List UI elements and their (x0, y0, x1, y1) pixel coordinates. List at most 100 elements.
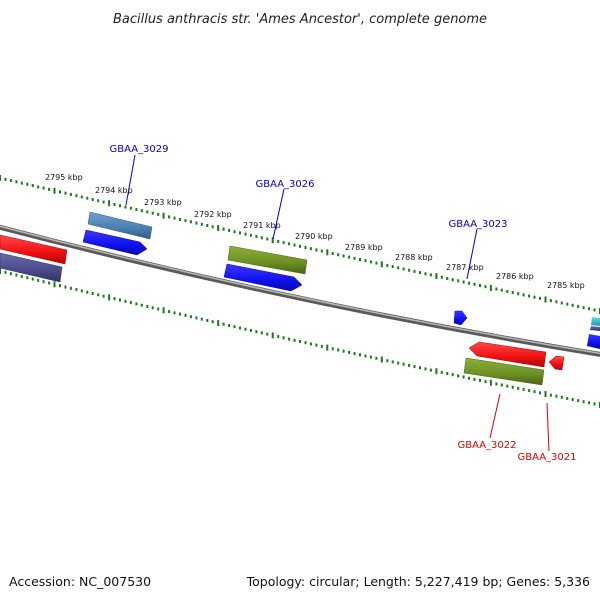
minor-tick (413, 269, 416, 273)
minor-tick (588, 401, 591, 405)
kbp-label: 2786 kbp (496, 272, 534, 281)
minor-tick (97, 293, 100, 297)
minor-tick (566, 396, 569, 400)
minor-tick (277, 335, 280, 339)
minor-tick (506, 384, 509, 388)
major-tick (162, 212, 165, 219)
minor-tick (440, 370, 443, 374)
minor-tick (69, 286, 72, 290)
gene-feature[interactable] (87, 211, 153, 240)
minor-tick (86, 290, 89, 294)
gene-feature[interactable] (82, 229, 148, 256)
genome-title: Bacillus anthracis str. 'Ames Ancestor',… (113, 12, 487, 27)
minor-tick (266, 237, 269, 241)
minor-tick (59, 190, 61, 194)
minor-tick (282, 336, 285, 340)
minor-tick (288, 242, 291, 246)
major-tick (108, 294, 111, 301)
minor-tick (179, 312, 181, 316)
minor-tick (342, 254, 345, 258)
minor-tick (135, 208, 138, 211)
minor-tick (277, 239, 280, 243)
minor-tick (26, 276, 29, 280)
kbp-label: 2785 kbp (547, 281, 585, 290)
minor-tick (146, 210, 149, 214)
minor-tick (37, 185, 40, 189)
minor-tick (500, 288, 503, 292)
minor-tick (233, 230, 236, 234)
major-tick (489, 379, 492, 386)
minor-tick (304, 246, 307, 249)
major-tick (544, 391, 547, 397)
minor-tick (506, 289, 509, 293)
minor-tick (15, 273, 18, 277)
minor-tick (9, 272, 12, 276)
minor-tick (375, 356, 378, 360)
minor-tick (331, 347, 334, 351)
major-tick (53, 187, 56, 194)
minor-tick (260, 236, 263, 240)
minor-tick (266, 332, 269, 336)
minor-tick (195, 316, 198, 320)
gene-feature[interactable] (453, 310, 468, 326)
minor-tick (64, 285, 67, 289)
minor-tick (533, 295, 536, 299)
gene-feature[interactable] (0, 234, 68, 265)
kbp-label: 2793 kbp (144, 198, 182, 207)
minor-tick (293, 243, 296, 247)
minor-tick (15, 180, 18, 184)
major-tick (544, 296, 547, 303)
gene-label-gbaa-3029[interactable]: GBAA_3029 (109, 144, 168, 155)
gene-label-gbaa-3026[interactable]: GBAA_3026 (255, 179, 314, 190)
gene-label-gbaa-3021[interactable]: GBAA_3021 (517, 452, 576, 463)
minor-tick (424, 367, 427, 371)
minor-tick (48, 281, 51, 285)
gene-label-gbaa-3023[interactable]: GBAA_3023 (448, 219, 507, 230)
minor-tick (200, 222, 203, 226)
gene-feature[interactable] (223, 263, 303, 292)
minor-tick (151, 211, 154, 215)
minor-tick (495, 382, 498, 386)
minor-tick (337, 348, 340, 352)
minor-tick (64, 191, 67, 195)
major-tick (380, 356, 383, 363)
minor-tick (473, 282, 476, 286)
minor-tick (571, 398, 574, 401)
minor-tick (97, 199, 100, 203)
minor-tick (375, 261, 378, 265)
gene-label-gbaa-3022[interactable]: GBAA_3022 (457, 440, 516, 451)
minor-tick (69, 192, 72, 196)
minor-tick (113, 297, 116, 301)
minor-tick (299, 340, 301, 343)
minor-tick (468, 281, 471, 285)
gene-feature[interactable] (0, 252, 63, 283)
minor-tick (239, 326, 241, 330)
minor-tick (102, 200, 105, 204)
minor-tick (173, 216, 176, 220)
minor-tick (4, 270, 7, 274)
minor-tick (484, 380, 487, 384)
gene-feature[interactable] (463, 357, 545, 386)
minor-tick (168, 215, 171, 219)
gene-feature[interactable] (587, 317, 600, 349)
minor-tick (386, 359, 389, 363)
minor-tick (593, 308, 596, 312)
genome-summary-text: Topology: circular; Length: 5,227,419 bp… (246, 574, 590, 589)
minor-tick (440, 275, 443, 279)
minor-tick (500, 383, 503, 387)
kbp-label: 2795 kbp (45, 173, 83, 182)
gene-feature[interactable] (468, 341, 547, 368)
minor-tick (517, 292, 520, 296)
inner-scale-ring (0, 268, 600, 408)
minor-tick (304, 341, 307, 345)
minor-tick (588, 307, 591, 311)
major-tick (380, 261, 383, 268)
minor-tick (233, 325, 236, 329)
minor-tick (211, 225, 214, 229)
minor-tick (397, 266, 400, 270)
minor-tick (408, 268, 411, 272)
minor-tick (539, 296, 541, 300)
gene-feature[interactable] (227, 245, 308, 275)
gene-feature[interactable] (548, 355, 565, 371)
major-tick (217, 225, 220, 231)
